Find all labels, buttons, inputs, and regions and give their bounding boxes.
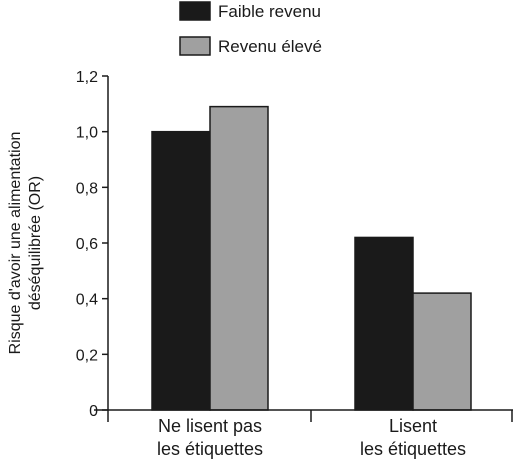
y-tick-label: 1,0: [76, 125, 98, 142]
legend-label: Faible revenu: [218, 2, 321, 21]
y-axis-label: Risque d'avoir une alimentation déséquili…: [7, 132, 44, 355]
legend-swatch: [179, 36, 211, 56]
y-axis-title-line: Risque d'avoir une alimentation: [7, 132, 24, 355]
y-tick-label: 0,4: [76, 292, 98, 309]
legend-swatch: [179, 1, 211, 21]
y-axis-title-line: déséquilibrée (OR): [27, 176, 44, 310]
x-category-label: les étiquettes: [360, 439, 466, 459]
bar-faible-revenu: [354, 236, 414, 411]
y-axis-title: Risque d'avoir une alimentation déséquili…: [7, 132, 44, 355]
legend-label: Revenu élevé: [218, 37, 322, 56]
bar-revenu-eleve: [412, 292, 472, 411]
y-axis: 0 0,2 0,4 0,6 0,8 1,0 1,2: [76, 69, 109, 420]
bars: [151, 105, 472, 411]
y-tick-label: 0,8: [76, 180, 98, 197]
y-tick-label: 0: [89, 403, 98, 420]
y-tick-label: 0,6: [76, 236, 98, 253]
bar-revenu-eleve: [209, 105, 269, 411]
legend: Faible revenu Revenu élevé: [179, 1, 322, 56]
bar-faible-revenu: [151, 130, 211, 411]
x-category-label: les étiquettes: [157, 439, 263, 459]
x-axis: Ne lisent pas les étiquettes Lisent les éti…: [94, 409, 513, 459]
y-tick-label: 1,2: [76, 69, 98, 86]
x-category-label: Lisent: [389, 416, 437, 436]
y-tick-label: 0,2: [76, 347, 98, 364]
x-category-label: Ne lisent pas: [158, 416, 262, 436]
